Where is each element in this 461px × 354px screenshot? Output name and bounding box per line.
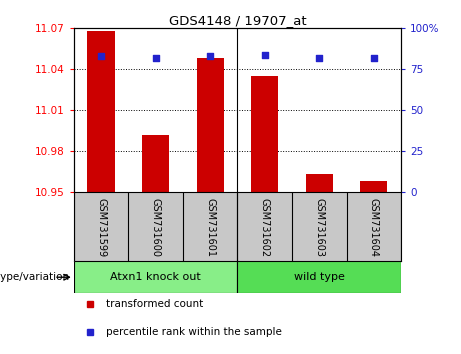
Title: GDS4148 / 19707_at: GDS4148 / 19707_at — [169, 14, 306, 27]
Bar — [196, 58, 224, 192]
Point — [370, 55, 378, 61]
Bar — [251, 76, 278, 192]
Text: GSM731604: GSM731604 — [369, 198, 379, 257]
Point — [207, 53, 214, 59]
Text: genotype/variation: genotype/variation — [0, 272, 69, 282]
Text: GSM731602: GSM731602 — [260, 198, 270, 257]
Point — [315, 55, 323, 61]
Text: GSM731603: GSM731603 — [314, 198, 324, 257]
Bar — [88, 31, 115, 192]
Text: wild type: wild type — [294, 272, 345, 282]
Bar — [142, 135, 169, 192]
Text: percentile rank within the sample: percentile rank within the sample — [106, 327, 283, 337]
Point — [97, 53, 105, 59]
Bar — [306, 175, 333, 192]
Bar — [360, 181, 387, 192]
Text: transformed count: transformed count — [106, 299, 204, 309]
Text: GSM731599: GSM731599 — [96, 198, 106, 257]
Text: Atxn1 knock out: Atxn1 knock out — [110, 272, 201, 282]
Point — [152, 55, 159, 61]
Point — [261, 52, 268, 57]
Bar — [237, 262, 401, 293]
Text: GSM731600: GSM731600 — [151, 198, 160, 257]
Text: GSM731601: GSM731601 — [205, 198, 215, 257]
Bar — [74, 262, 237, 293]
